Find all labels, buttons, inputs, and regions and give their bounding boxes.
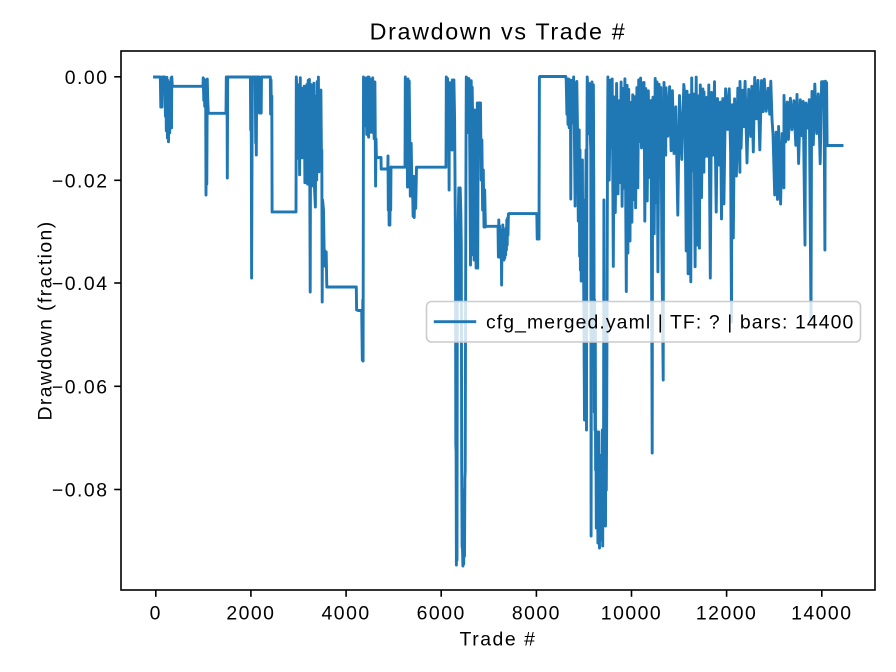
svg-text:Drawdown vs Trade #: Drawdown vs Trade #	[370, 19, 627, 45]
svg-text:14000: 14000	[791, 603, 852, 625]
svg-text:0.00: 0.00	[65, 67, 109, 89]
svg-text:4000: 4000	[322, 603, 371, 625]
svg-text:−0.02: −0.02	[52, 170, 109, 192]
svg-text:6000: 6000	[417, 603, 466, 625]
svg-text:Drawdown (fraction): Drawdown (fraction)	[35, 220, 57, 420]
svg-text:cfg_merged.yaml | TF: ? | bars: cfg_merged.yaml | TF: ? | bars: 14400	[486, 312, 854, 334]
svg-text:2000: 2000	[226, 603, 275, 625]
svg-text:8000: 8000	[512, 603, 561, 625]
svg-text:−0.06: −0.06	[52, 376, 109, 398]
svg-text:0: 0	[150, 603, 162, 625]
svg-text:−0.08: −0.08	[52, 480, 109, 502]
svg-text:−0.04: −0.04	[52, 273, 109, 295]
svg-text:10000: 10000	[601, 603, 662, 625]
svg-text:Trade #: Trade #	[460, 629, 537, 651]
svg-text:12000: 12000	[696, 603, 757, 625]
